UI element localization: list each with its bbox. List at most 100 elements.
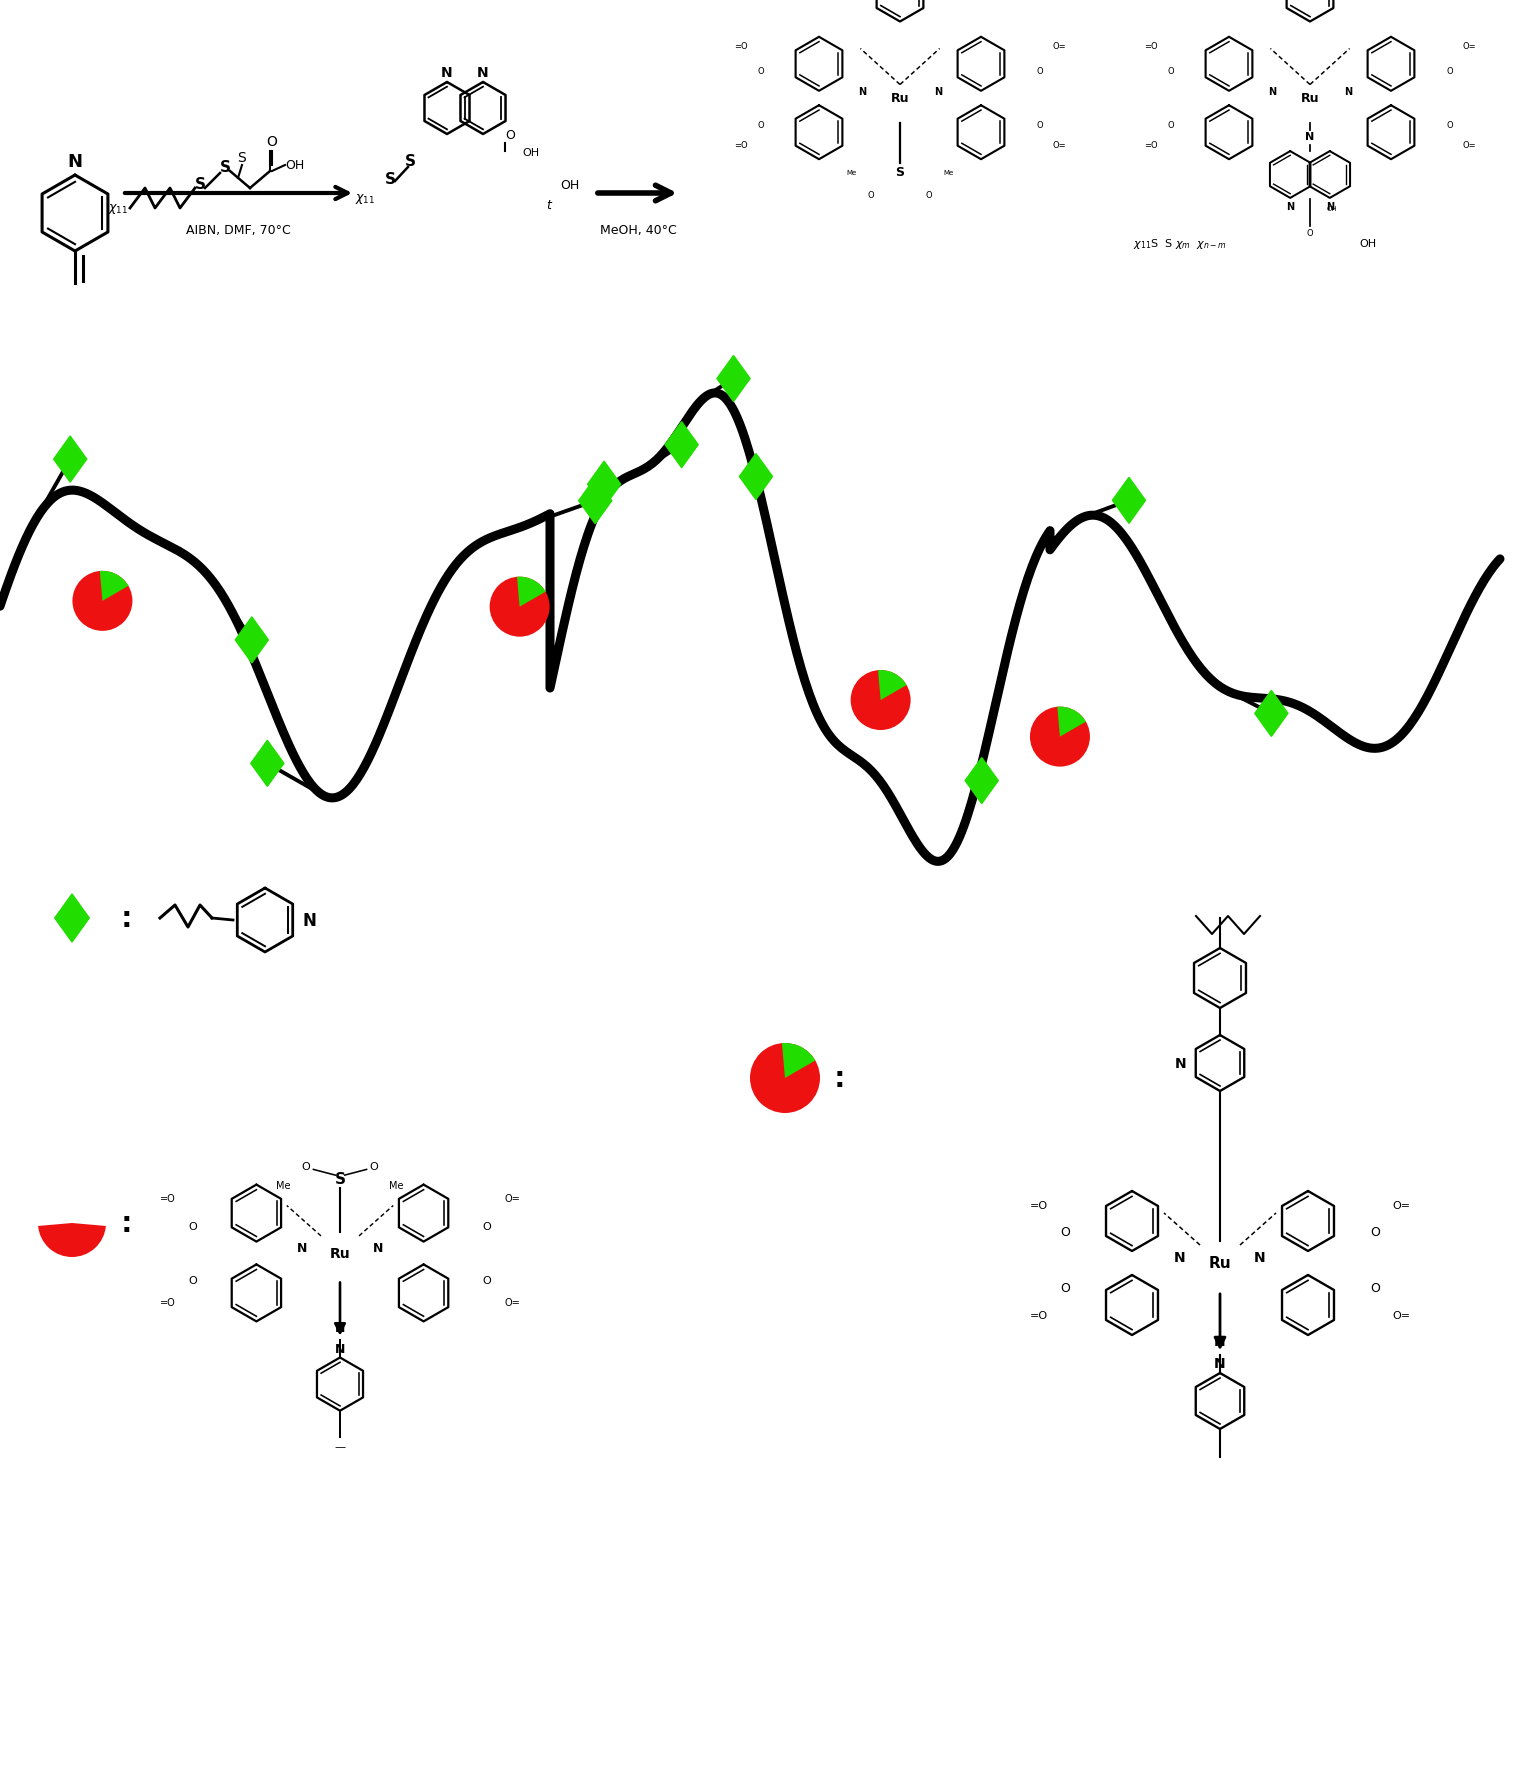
Circle shape [850,670,910,730]
Text: O: O [1167,67,1173,76]
Text: O: O [1446,121,1452,131]
Text: S: S [385,172,396,186]
Text: MeOH, 40°C: MeOH, 40°C [599,223,676,238]
Polygon shape [739,454,773,500]
Text: S: S [405,154,416,168]
Text: N: N [68,152,83,170]
Text: O: O [758,67,764,76]
Text: =O: =O [160,1193,176,1204]
Text: O: O [188,1275,197,1285]
Text: N: N [334,1342,345,1355]
Text: OH: OH [285,160,305,172]
Text: AIBN, DMF, 70°C: AIBN, DMF, 70°C [186,223,291,238]
Text: O: O [1036,67,1043,76]
Text: N: N [334,1321,345,1333]
Text: —: — [334,1441,345,1452]
Text: S: S [895,167,904,179]
Text: O: O [302,1161,310,1172]
Text: O: O [1371,1282,1380,1294]
Polygon shape [1255,691,1287,738]
Text: =O: =O [160,1298,176,1307]
Text: N: N [440,66,453,80]
Text: N: N [1254,1250,1266,1264]
Polygon shape [718,356,750,402]
Text: OH: OH [1326,206,1337,213]
Text: N: N [858,87,867,98]
Text: O: O [484,1222,491,1232]
Text: N: N [1326,202,1334,213]
Text: N: N [1306,131,1315,142]
Text: Me: Me [390,1181,403,1190]
Wedge shape [517,578,545,608]
Text: N: N [1175,1057,1186,1071]
Text: Ru: Ru [330,1246,350,1261]
Polygon shape [251,741,283,787]
Text: O: O [758,121,764,131]
Text: :: : [815,1064,865,1092]
Polygon shape [54,436,86,482]
Text: O: O [505,129,514,142]
Text: N: N [303,911,317,929]
Text: $\chi_{11}$: $\chi_{11}$ [108,202,128,216]
Text: Ru: Ru [1301,92,1320,105]
Text: OH: OH [561,179,579,191]
Text: O=: O= [1463,43,1477,51]
Text: =O: =O [1144,142,1158,151]
Text: N: N [373,1241,383,1254]
Text: OH: OH [1360,239,1377,250]
Text: O=: O= [1052,142,1066,151]
Text: O=: O= [1392,1310,1411,1321]
Text: O: O [1167,121,1173,131]
Polygon shape [966,759,998,805]
Polygon shape [55,895,89,943]
Wedge shape [100,571,128,601]
Text: O: O [1060,1282,1070,1294]
Text: O: O [869,191,875,200]
Wedge shape [878,670,907,700]
Text: N: N [1173,1250,1186,1264]
Text: O=: O= [504,1298,521,1307]
Text: O: O [1306,229,1314,238]
Wedge shape [38,1223,106,1257]
Circle shape [750,1044,819,1113]
Text: Me: Me [942,170,953,176]
Text: N: N [933,87,942,98]
Text: Me: Me [847,170,856,176]
Text: O: O [1446,67,1452,76]
Polygon shape [1112,479,1146,525]
Text: S: S [237,151,246,165]
Text: Me: Me [276,1181,291,1190]
Text: =O: =O [735,43,747,51]
Text: N: N [477,66,488,80]
Text: OH: OH [522,147,539,158]
Text: S: S [334,1172,345,1186]
Text: Ru: Ru [890,92,909,105]
Text: O=: O= [504,1193,521,1204]
Text: O=: O= [1392,1200,1411,1211]
Circle shape [490,578,550,637]
Text: :: : [102,904,152,933]
Polygon shape [588,463,621,507]
Text: $\chi_{11}$S  S $\chi_m$  $\chi_{n-m}$: $\chi_{11}$S S $\chi_m$ $\chi_{n-m}$ [1132,238,1226,252]
Text: O: O [484,1275,491,1285]
Text: N: N [1344,87,1352,98]
Text: N: N [1286,202,1294,213]
Text: Ru: Ru [1209,1255,1232,1271]
Text: O: O [1036,121,1043,131]
Text: =O: =O [1030,1200,1049,1211]
Circle shape [72,571,132,631]
Text: O=: O= [1052,43,1066,51]
Text: O: O [1371,1225,1380,1238]
Text: :: : [102,1209,152,1238]
Text: O=: O= [1463,142,1477,151]
Text: O: O [926,191,932,200]
Circle shape [1030,707,1090,768]
Text: =O: =O [735,142,747,151]
Text: O: O [266,135,277,149]
Polygon shape [579,479,611,525]
Text: N: N [297,1241,306,1254]
Text: O: O [370,1161,379,1172]
Wedge shape [1058,707,1086,738]
Polygon shape [665,422,698,468]
Polygon shape [236,617,268,663]
